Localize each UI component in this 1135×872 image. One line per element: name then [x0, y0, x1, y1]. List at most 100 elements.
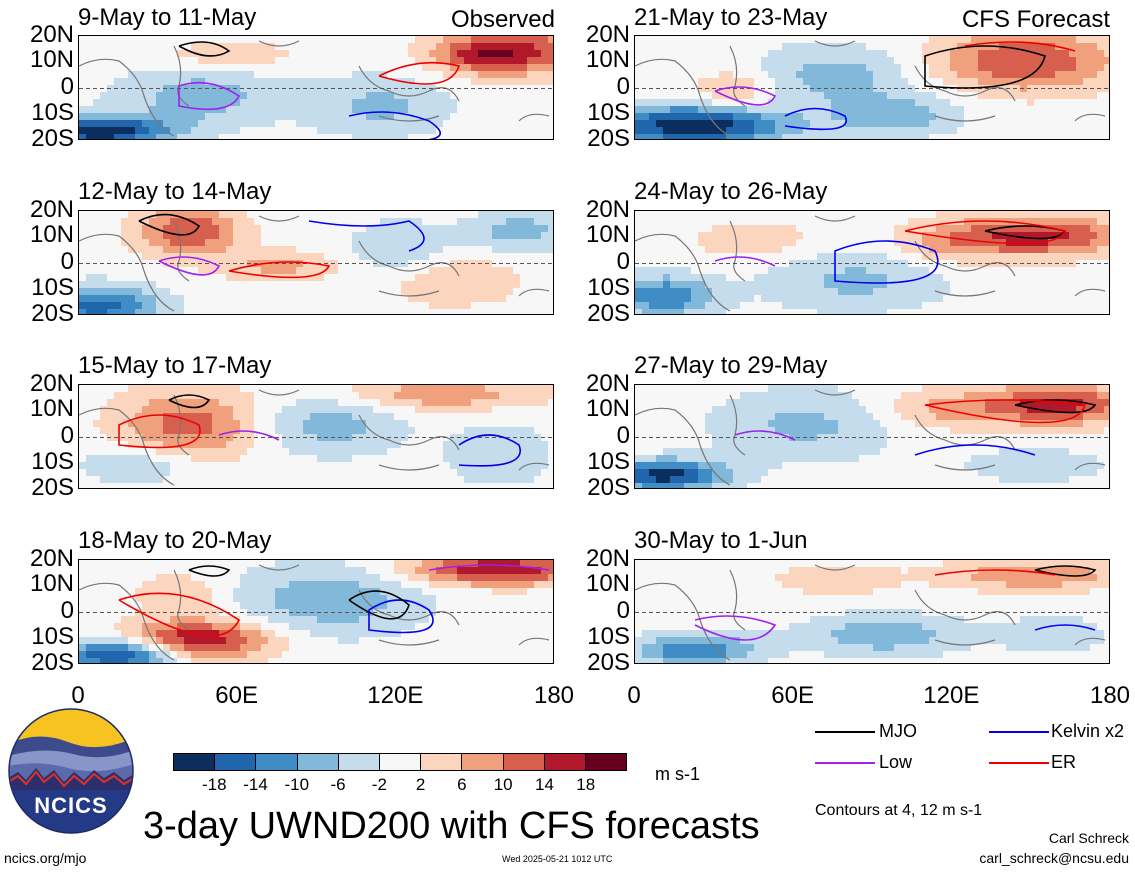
lon-label: 60E [771, 682, 814, 709]
contour-note: Contours at 4, 12 m s-1 [815, 802, 983, 819]
colorbar-swatch [543, 754, 585, 770]
contour-line [904, 220, 1067, 245]
lat-label: 20N [29, 21, 74, 48]
contour-line [348, 111, 441, 139]
contour-line [914, 444, 1036, 456]
colorbar-tick-label: -6 [330, 775, 346, 794]
lat-label: 0 [60, 422, 74, 449]
map-panel-right-4 [634, 559, 1110, 664]
lat-label: 10S [587, 99, 630, 126]
lat-label: 10N [29, 46, 74, 73]
colorbar-tick-label: -18 [201, 775, 227, 794]
lat-label: 20S [31, 125, 74, 152]
map-field [79, 385, 553, 488]
contour-line [834, 240, 939, 284]
lat-label: 10S [587, 623, 630, 650]
lat-label: 20S [587, 474, 630, 501]
lat-label: 20S [31, 474, 74, 501]
lat-label: 20N [585, 370, 630, 397]
lat-label: 10N [29, 221, 74, 248]
lat-label: 20S [587, 300, 630, 327]
lon-label: 180 [1089, 682, 1131, 709]
legend-swatch-kelvin [989, 731, 1049, 733]
contour-line [964, 41, 1076, 52]
colorbar-tick-label: 14 [534, 775, 554, 794]
map-panel-left-3 [78, 384, 554, 489]
lat-label: 10N [585, 46, 630, 73]
contour-line [1034, 624, 1096, 631]
colorbar-tick-label: -14 [243, 775, 268, 794]
contour-line [178, 41, 231, 57]
contour-line [178, 81, 241, 111]
lat-label: 10S [31, 274, 74, 301]
ncics-logo-graphic [8, 708, 134, 834]
contour-line [188, 565, 231, 577]
contour-line [158, 256, 221, 276]
contour-line [308, 220, 425, 252]
colorbar-swatch [584, 754, 627, 770]
panel-title-left-2: 12-May to 14-May [78, 178, 272, 205]
contour-line [378, 61, 461, 85]
contour-line [168, 394, 211, 409]
map-field [635, 36, 1109, 139]
lat-label: 0 [60, 248, 74, 275]
map-panel-left-4 [78, 559, 554, 664]
contour-line [118, 592, 241, 637]
panel-title-right-4: 30-May to 1-Jun [634, 527, 808, 554]
lat-label: 20S [587, 125, 630, 152]
legend-label-low: Low [879, 752, 913, 772]
contour-line [714, 256, 776, 267]
contour-line [734, 430, 796, 441]
lon-label: 120E [923, 682, 980, 709]
lat-label: 0 [616, 597, 630, 624]
map-field [635, 560, 1109, 663]
lat-label: 0 [616, 248, 630, 275]
lat-label: 20S [31, 649, 74, 676]
figure-title: 3-day UWND200 with CFS forecasts [143, 805, 760, 847]
colorbar-tick-label: -2 [371, 775, 387, 794]
lat-label: 20N [585, 196, 630, 223]
panel-title-left-3: 15-May to 17-May [78, 352, 272, 379]
lat-label: 0 [616, 422, 630, 449]
colorbar-units: m s-1 [655, 764, 700, 784]
lat-label: 20N [29, 370, 74, 397]
contour-line [924, 45, 1046, 89]
contour-line [1034, 565, 1097, 577]
legend-label-mjo: MJO [879, 721, 917, 741]
colorbar-swatch [214, 754, 256, 770]
contour-line [428, 564, 550, 571]
lat-label: 20N [29, 545, 74, 572]
colorbar-tick-label: 18 [576, 775, 596, 794]
lon-label: 60E [215, 682, 258, 709]
forecast-label: CFS Forecast [961, 6, 1110, 33]
lat-label: 10S [587, 448, 630, 475]
panel-title-right-2: 24-May to 26-May [634, 178, 828, 205]
footer-email: carl_schreck@ncsu.edu [979, 850, 1129, 866]
colorbar-swatch [420, 754, 462, 770]
lat-label: 10N [585, 570, 630, 597]
lat-label: 0 [60, 73, 74, 100]
lat-label: 10S [587, 274, 630, 301]
panel-title-right-3: 27-May to 29-May [634, 352, 828, 379]
contour-line [118, 414, 201, 449]
lat-label: 10S [31, 448, 74, 475]
contour-line [348, 590, 410, 620]
contour-line [458, 434, 521, 467]
map-field [79, 560, 553, 663]
footer-author: Carl Schreck [1048, 830, 1129, 846]
contour-line [138, 213, 201, 236]
colorbar-swatch [337, 754, 379, 770]
contour-line [924, 399, 1087, 424]
legend-swatch-mjo [815, 731, 875, 733]
map-panel-right-3 [634, 384, 1110, 489]
colorbar-tick-label: 2 [415, 775, 426, 794]
logo-text: NCICS [34, 793, 108, 818]
lon-label: 0 [71, 682, 85, 709]
colorbar-swatch [296, 754, 338, 770]
lat-label: 20N [29, 196, 74, 223]
contour-line [218, 430, 280, 441]
map-panel-right-1 [634, 35, 1110, 140]
legend-swatch-er [989, 762, 1049, 764]
observed-label: Observed [450, 6, 555, 33]
colorbar-swatch [502, 754, 544, 770]
